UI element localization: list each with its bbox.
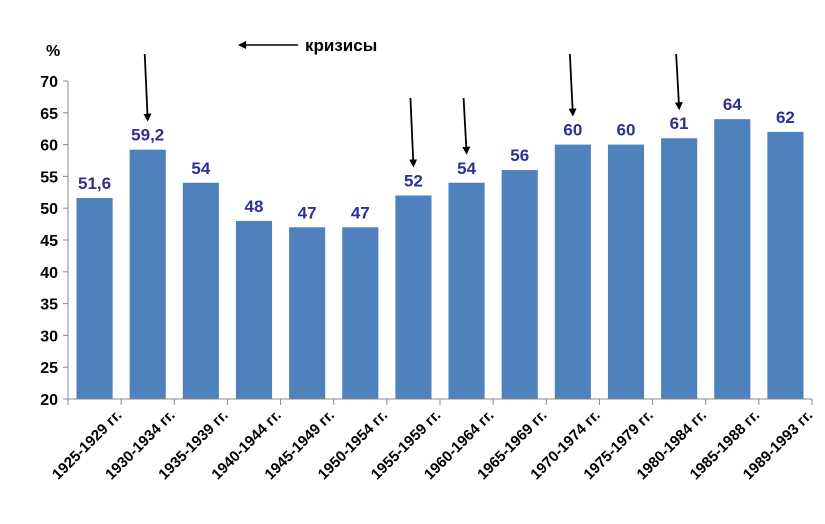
bar [129, 149, 166, 399]
y-tick-label: 20 [40, 392, 58, 409]
crisis-arrow-icon [143, 53, 152, 122]
y-axis: 20 25 30 35 40 45 50 55 60 65 70 [40, 74, 69, 409]
bar-value-label: 52 [404, 171, 423, 190]
bar-value-label: 47 [298, 203, 317, 222]
x-axis: 1925-1929 гг.1930-1934 гг.1935-1939 гг.1… [49, 398, 816, 483]
bar-value-label: 59,2 [131, 126, 164, 145]
bar [76, 198, 113, 399]
crisis-arrow-icon [674, 53, 683, 111]
y-tick-label: 65 [40, 106, 58, 123]
y-tick-label: 25 [40, 360, 58, 377]
bar-value-label: 64 [723, 95, 742, 114]
bar [661, 138, 698, 400]
y-tick-label: 30 [40, 328, 58, 345]
bar [235, 220, 273, 399]
bar [714, 119, 751, 399]
bars [76, 119, 804, 400]
bar-value-label: 47 [351, 203, 370, 222]
bar-value-label: 54 [457, 159, 476, 178]
bar-value-label: 56 [510, 146, 529, 165]
bar-value-label: 48 [245, 197, 264, 216]
crisis-arrow-icon [409, 97, 418, 168]
bar [342, 227, 379, 399]
bar [554, 144, 591, 399]
bar-value-label: 51,6 [78, 174, 111, 193]
crisis-arrows [143, 53, 683, 168]
bar [289, 227, 326, 399]
crisis-arrow-icon [462, 97, 471, 155]
y-tick-label: 60 [40, 138, 58, 155]
bar-value-label: 54 [191, 159, 210, 178]
bar-value-label: 60 [617, 121, 636, 140]
bar [607, 144, 645, 399]
bar [767, 131, 804, 399]
crisis-arrow-icon [568, 53, 577, 117]
y-tick-label: 40 [40, 265, 58, 282]
legend-label: кризисы [305, 36, 377, 55]
y-tick-label: 35 [40, 297, 58, 314]
value-labels: 51,6 59,2 54 48 47 47 52 54 56 60 60 61 64 62 [78, 95, 795, 222]
y-tick-label: 45 [40, 233, 58, 250]
bar [501, 170, 538, 399]
crisis-legend: кризисы [238, 36, 377, 55]
bar [182, 182, 219, 399]
y-axis-unit-label: % [46, 43, 60, 60]
y-tick-label: 55 [40, 169, 58, 186]
bar-value-label: 62 [776, 108, 795, 127]
bar-value-label: 61 [670, 114, 689, 133]
bar [448, 182, 485, 399]
bar-value-label: 60 [563, 121, 582, 140]
bar [395, 195, 432, 399]
y-tick-label: 50 [40, 201, 58, 218]
y-tick-label: 70 [40, 74, 58, 91]
